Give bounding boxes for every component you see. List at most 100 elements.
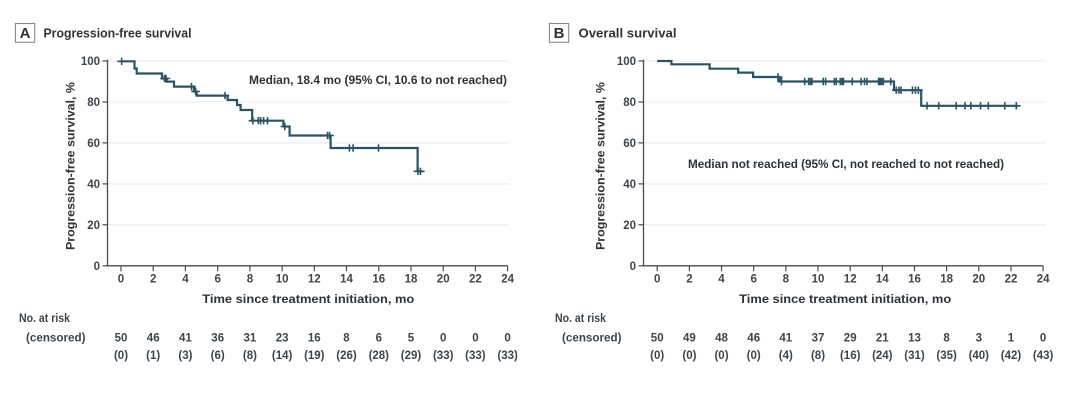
svg-text:(40): (40)	[969, 350, 990, 362]
svg-text:(19): (19)	[304, 350, 325, 362]
svg-text:23: 23	[276, 333, 289, 345]
svg-text:22: 22	[469, 274, 482, 286]
svg-text:12: 12	[308, 274, 321, 286]
svg-text:6: 6	[750, 274, 756, 286]
svg-text:10: 10	[276, 274, 289, 286]
svg-text:(29): (29)	[401, 350, 422, 362]
svg-text:4: 4	[182, 274, 189, 286]
svg-text:48: 48	[715, 333, 728, 345]
svg-text:Time since treatment initiatio: Time since treatment initiation, mo	[202, 292, 414, 306]
svg-text:0: 0	[94, 261, 100, 273]
svg-text:14: 14	[340, 274, 353, 286]
svg-text:4: 4	[718, 274, 725, 286]
svg-text:(0): (0)	[714, 350, 728, 362]
svg-text:0: 0	[1040, 333, 1046, 345]
svg-text:3: 3	[976, 333, 982, 345]
svg-text:46: 46	[147, 333, 160, 345]
svg-text:0: 0	[504, 333, 510, 345]
svg-text:Time since treatment initiatio: Time since treatment initiation, mo	[739, 292, 951, 306]
svg-text:41: 41	[779, 333, 792, 345]
svg-text:41: 41	[179, 333, 192, 345]
svg-text:(24): (24)	[872, 350, 893, 362]
svg-text:B: B	[554, 25, 565, 42]
svg-text:37: 37	[812, 333, 825, 345]
svg-text:(censored): (censored)	[26, 333, 86, 345]
svg-text:(censored): (censored)	[562, 333, 622, 345]
svg-text:10: 10	[812, 274, 825, 286]
svg-text:24: 24	[501, 274, 514, 286]
svg-text:(28): (28)	[369, 350, 390, 362]
svg-text:(31): (31)	[904, 350, 925, 362]
svg-text:Progression-free survival, %: Progression-free survival, %	[594, 82, 608, 250]
svg-text:(43): (43)	[1033, 350, 1054, 362]
svg-text:24: 24	[1037, 274, 1050, 286]
svg-text:20: 20	[972, 274, 985, 286]
svg-text:6: 6	[376, 333, 382, 345]
svg-text:(0): (0)	[650, 350, 664, 362]
svg-text:14: 14	[876, 274, 889, 286]
svg-text:16: 16	[308, 333, 321, 345]
svg-text:12: 12	[844, 274, 857, 286]
svg-text:(42): (42)	[1001, 350, 1022, 362]
svg-text:No. at risk: No. at risk	[19, 313, 71, 325]
svg-text:(0): (0)	[682, 350, 696, 362]
svg-text:46: 46	[747, 333, 760, 345]
svg-text:(1): (1)	[146, 350, 160, 362]
svg-text:8: 8	[343, 333, 350, 345]
svg-text:18: 18	[405, 274, 418, 286]
svg-text:29: 29	[844, 333, 857, 345]
svg-text:18: 18	[940, 274, 953, 286]
svg-text:(6): (6)	[211, 350, 225, 362]
svg-text:40: 40	[87, 179, 100, 191]
svg-text:22: 22	[1005, 274, 1018, 286]
svg-text:20: 20	[87, 220, 100, 232]
svg-text:Median, 18.4 mo (95% CI, 10.6: Median, 18.4 mo (95% CI, 10.6 to not rea…	[249, 73, 507, 87]
svg-text:49: 49	[683, 333, 696, 345]
svg-text:16: 16	[372, 274, 385, 286]
svg-text:20: 20	[437, 274, 450, 286]
svg-text:(26): (26)	[336, 350, 357, 362]
svg-text:100: 100	[81, 56, 100, 68]
svg-text:21: 21	[876, 333, 889, 345]
svg-text:40: 40	[623, 179, 636, 191]
svg-text:(35): (35)	[936, 350, 957, 362]
svg-text:0: 0	[654, 274, 660, 286]
svg-text:(8): (8)	[811, 350, 825, 362]
svg-text:20: 20	[623, 220, 636, 232]
svg-text:0: 0	[472, 333, 478, 345]
svg-text:Progression-free survival, %: Progression-free survival, %	[64, 82, 78, 250]
svg-text:(3): (3)	[178, 350, 192, 362]
svg-text:36: 36	[211, 333, 224, 345]
svg-text:80: 80	[87, 97, 100, 109]
svg-text:(0): (0)	[747, 350, 761, 362]
svg-text:(14): (14)	[272, 350, 293, 362]
svg-text:0: 0	[440, 333, 446, 345]
svg-text:2: 2	[150, 274, 156, 286]
svg-text:Median not reached (95% CI, no: Median not reached (95% CI, not reached …	[688, 157, 1004, 171]
svg-text:8: 8	[783, 274, 790, 286]
svg-text:(33): (33)	[465, 350, 486, 362]
svg-text:60: 60	[623, 138, 636, 150]
svg-text:(0): (0)	[114, 350, 128, 362]
svg-text:(4): (4)	[779, 350, 793, 362]
svg-text:60: 60	[87, 138, 100, 150]
svg-text:Progression-free survival: Progression-free survival	[44, 26, 192, 41]
svg-text:8: 8	[943, 333, 950, 345]
svg-text:(8): (8)	[243, 350, 257, 362]
svg-text:13: 13	[908, 333, 921, 345]
svg-text:50: 50	[651, 333, 664, 345]
svg-text:A: A	[20, 25, 31, 42]
svg-text:(33): (33)	[497, 350, 518, 362]
svg-text:5: 5	[408, 333, 415, 345]
svg-text:Overall survival: Overall survival	[579, 26, 677, 41]
svg-text:0: 0	[118, 274, 124, 286]
svg-text:6: 6	[214, 274, 220, 286]
svg-text:8: 8	[247, 274, 254, 286]
svg-text:0: 0	[630, 261, 636, 273]
svg-text:(33): (33)	[433, 350, 454, 362]
svg-text:100: 100	[617, 56, 636, 68]
svg-text:(16): (16)	[840, 350, 861, 362]
svg-text:50: 50	[115, 333, 128, 345]
svg-text:No. at risk: No. at risk	[555, 313, 607, 325]
svg-text:16: 16	[908, 274, 921, 286]
